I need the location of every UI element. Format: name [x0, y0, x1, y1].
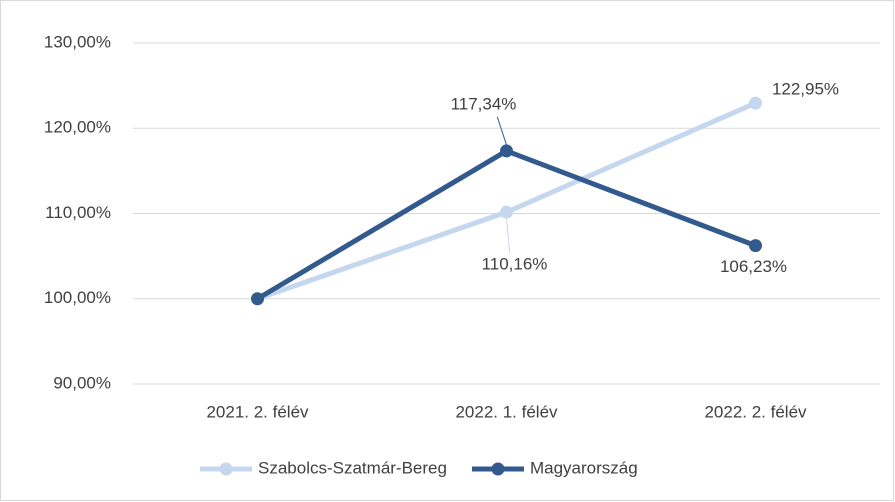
legend-marker [491, 462, 505, 476]
data-label: 122,95% [772, 80, 839, 99]
y-tick-label: 130,00% [44, 32, 111, 51]
legend-label: Magyarország [530, 458, 638, 477]
data-label: 117,34% [451, 94, 517, 113]
marker [500, 205, 513, 219]
leader-line [506, 218, 511, 254]
x-tick-label: 2021. 2. félév [206, 402, 309, 421]
marker [500, 144, 513, 158]
marker [251, 292, 264, 306]
y-tick-label: 90,00% [53, 373, 111, 392]
marker [749, 239, 762, 253]
x-tick-label: 2022. 1. félév [455, 402, 558, 421]
data-label: 110,16% [482, 255, 548, 274]
x-tick-label: 2022. 2. félév [704, 402, 807, 421]
y-tick-label: 110,00% [45, 203, 111, 222]
legend-label: Szabolcs-Szatmár-Bereg [258, 458, 447, 477]
y-tick-label: 100,00% [44, 288, 111, 307]
leader-line [496, 116, 507, 146]
legend-marker [219, 462, 233, 476]
y-tick-label: 120,00% [44, 118, 111, 137]
data-label: 106,23% [720, 257, 787, 276]
marker [749, 96, 762, 110]
